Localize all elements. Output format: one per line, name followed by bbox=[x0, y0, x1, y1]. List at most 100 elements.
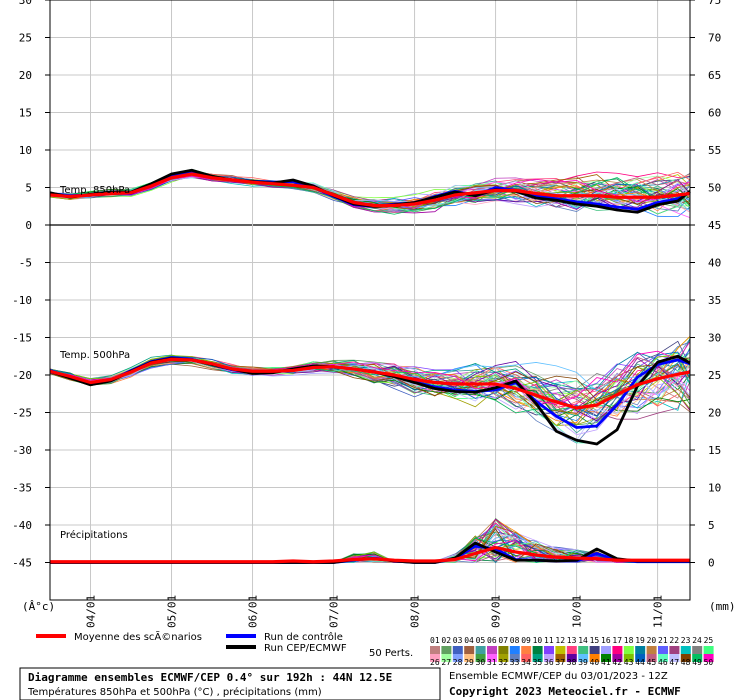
member-swatch bbox=[498, 654, 509, 662]
member-number: 49 bbox=[692, 658, 702, 667]
member-number: 05 bbox=[476, 636, 486, 645]
right-tick-label: 30 bbox=[708, 332, 721, 345]
right-tick-label: 50 bbox=[708, 182, 721, 195]
x-tick-label: 07/01 bbox=[328, 595, 341, 628]
member-number: 13 bbox=[567, 636, 577, 645]
member-number: 26 bbox=[430, 658, 440, 667]
member-swatch bbox=[589, 646, 600, 654]
left-tick-label: 5 bbox=[25, 182, 32, 195]
member-swatch bbox=[544, 654, 554, 662]
member-number: 35 bbox=[533, 658, 543, 667]
member-swatch bbox=[680, 654, 691, 662]
x-tick-label: 11/01 bbox=[652, 595, 665, 628]
member-number: 27 bbox=[441, 658, 451, 667]
member-number: 31 bbox=[487, 658, 497, 667]
member-swatch bbox=[452, 646, 463, 654]
member-number: 33 bbox=[510, 658, 520, 667]
member-swatch bbox=[578, 646, 589, 654]
member-swatch bbox=[566, 654, 577, 662]
member-swatch bbox=[703, 646, 714, 654]
left-tick-label: -30 bbox=[12, 444, 32, 457]
member-number: 10 bbox=[533, 636, 543, 645]
member-number: 11 bbox=[544, 636, 554, 645]
info-box-subtitle: Températures 850hPa et 500hPa (°C) , pré… bbox=[27, 686, 322, 698]
member-number: 32 bbox=[498, 658, 508, 667]
member-number: 12 bbox=[555, 636, 565, 645]
member-swatch bbox=[430, 646, 440, 654]
legend-perts-label: 50 Perts. bbox=[369, 648, 413, 659]
member-legend: 01 02 03 04 05 06 07 08 09 10 11 12 13 14 15 16 17 18 19 20… bbox=[430, 636, 714, 667]
member-number: 37 bbox=[555, 658, 565, 667]
member-number: 38 bbox=[567, 658, 577, 667]
series-label-t500: Temp. 500hPa bbox=[59, 350, 130, 361]
left-tick-label: 20 bbox=[19, 69, 32, 82]
member-swatch bbox=[623, 646, 634, 654]
x-tick-label: 04/01 bbox=[85, 595, 98, 628]
legend-mean-label: Moyenne des scÃ©narios bbox=[74, 630, 202, 643]
right-tick-label: 15 bbox=[708, 444, 721, 457]
member-swatch bbox=[532, 646, 543, 654]
member-number: 45 bbox=[647, 658, 657, 667]
left-tick-label: -45 bbox=[12, 557, 32, 570]
member-swatch bbox=[521, 654, 532, 662]
legend: Moyenne des scÃ©narios Run de contrôle R… bbox=[36, 630, 714, 667]
series-label-precip: Précipitations bbox=[60, 529, 128, 541]
x-tick-label: 06/01 bbox=[247, 595, 260, 628]
left-tick-label: 15 bbox=[19, 107, 32, 120]
member-swatch bbox=[566, 646, 577, 654]
plot-frame bbox=[49, 0, 691, 601]
member-swatch bbox=[589, 654, 600, 662]
member-number: 48 bbox=[681, 658, 691, 667]
right-tick-label: 65 bbox=[708, 69, 721, 82]
right-tick-label: 75 bbox=[708, 0, 721, 7]
member-number: 44 bbox=[635, 658, 645, 667]
member-number: 04 bbox=[464, 636, 474, 645]
x-tick-label: 05/01 bbox=[166, 595, 179, 628]
member-swatch bbox=[544, 646, 554, 654]
member-number: 06 bbox=[487, 636, 497, 645]
member-number: 28 bbox=[453, 658, 463, 667]
member-number: 39 bbox=[578, 658, 588, 667]
right-tick-label: 60 bbox=[708, 107, 721, 120]
right-tick-label: 0 bbox=[708, 557, 715, 570]
member-number: 15 bbox=[590, 636, 600, 645]
ensemble-member-line bbox=[49, 357, 691, 401]
left-tick-label: 10 bbox=[19, 144, 32, 157]
x-tick-label: 10/01 bbox=[571, 595, 584, 628]
ensemble-member-line bbox=[49, 349, 691, 423]
member-swatch bbox=[703, 654, 714, 662]
member-swatch bbox=[509, 646, 520, 654]
member-swatch bbox=[623, 654, 634, 662]
run-info: Ensemble ECMWF/CEP du 03/01/2023 - 12Z bbox=[449, 671, 668, 682]
member-swatch bbox=[658, 654, 668, 662]
member-number: 16 bbox=[601, 636, 611, 645]
member-number: 07 bbox=[498, 636, 508, 645]
member-swatch bbox=[555, 654, 566, 662]
member-number: 30 bbox=[476, 658, 486, 667]
info-box: Diagramme ensembles ECMWF/CEP 0.4° sur 1… bbox=[19, 667, 441, 700]
member-number: 09 bbox=[521, 636, 531, 645]
member-number: 22 bbox=[669, 636, 679, 645]
series-label-t850: Temp. 850hPa bbox=[59, 185, 130, 196]
member-swatch bbox=[430, 654, 440, 662]
member-swatch bbox=[692, 646, 703, 654]
main-series bbox=[49, 168, 691, 564]
right-tick-label: 35 bbox=[708, 294, 721, 307]
member-swatch bbox=[669, 646, 680, 654]
member-swatch bbox=[464, 646, 475, 654]
member-number: 20 bbox=[647, 636, 657, 645]
left-tick-label: -40 bbox=[12, 519, 32, 532]
member-swatch bbox=[475, 646, 486, 654]
member-swatch bbox=[452, 654, 463, 662]
right-tick-label: 25 bbox=[708, 369, 721, 382]
member-swatch bbox=[601, 654, 611, 662]
left-tick-label: -35 bbox=[12, 482, 32, 495]
member-swatch bbox=[509, 654, 520, 662]
ensemble-member-line bbox=[49, 356, 691, 414]
member-number: 43 bbox=[624, 658, 634, 667]
member-number: 29 bbox=[464, 658, 474, 667]
right-tick-label: 70 bbox=[708, 32, 721, 45]
member-number: 21 bbox=[658, 636, 668, 645]
